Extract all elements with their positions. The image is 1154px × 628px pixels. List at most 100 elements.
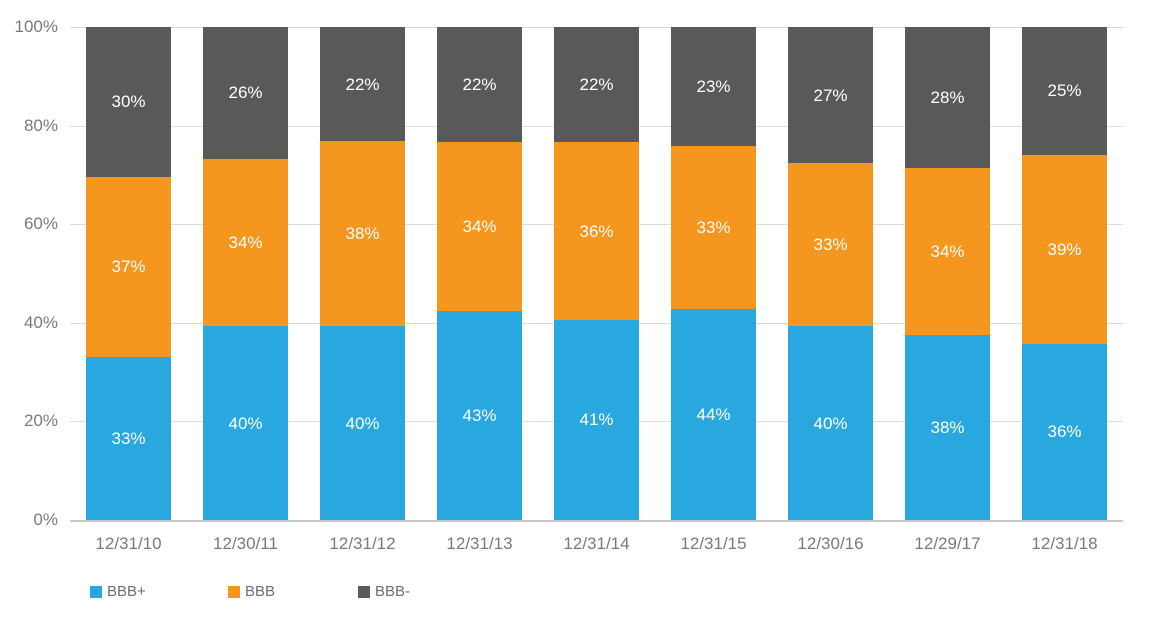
- data-label: 22%: [345, 74, 380, 94]
- data-label: 40%: [813, 413, 848, 433]
- legend-label: BBB+: [107, 583, 146, 600]
- data-label: 23%: [696, 76, 731, 96]
- plot-area: 30% 37% 33% 26% 34% 40% 22% 38% 40% 22% 34% 43% 22% 3…: [70, 27, 1123, 522]
- bar-stack: 22% 38% 40%: [320, 27, 405, 520]
- y-tick-label: 40%: [23, 312, 58, 332]
- legend-item-bbb: BBB: [228, 583, 275, 600]
- legend: BBB+ BBB BBB-: [0, 583, 1154, 603]
- x-tick-label: 12/31/14: [563, 534, 630, 553]
- x-axis: 12/31/10 12/30/11 12/31/12 12/31/13 12/31/14…: [70, 534, 1123, 554]
- data-label: 26%: [228, 83, 263, 103]
- data-label: 41%: [579, 410, 614, 430]
- legend-item-bbb-: BBB-: [358, 583, 410, 600]
- y-tick-label: 100%: [14, 17, 58, 36]
- bar-segment-bbb+: 36%: [1022, 343, 1107, 520]
- bar-segment-bbb: 38%: [320, 141, 405, 327]
- data-label: 38%: [345, 224, 380, 244]
- bar-segment-bbb+: 41%: [554, 319, 639, 520]
- data-label: 44%: [696, 404, 731, 424]
- bar-segment-bbb-: 27%: [788, 27, 873, 164]
- bar-segment-bbb-: 23%: [671, 27, 756, 146]
- bar-segment-bbb+: 38%: [905, 335, 990, 520]
- bar-segment-bbb: 33%: [671, 145, 756, 309]
- data-label: 27%: [813, 85, 848, 105]
- data-label: 33%: [813, 235, 848, 255]
- bar-stack: 25% 39% 36%: [1022, 27, 1107, 520]
- bar-segment-bbb-: 22%: [437, 27, 522, 143]
- y-tick-label: 0%: [33, 510, 58, 529]
- bar-cell-12/31/14: 22% 36% 41%: [538, 27, 655, 520]
- y-tick-label: 20%: [23, 411, 58, 431]
- bar-segment-bbb+: 44%: [671, 308, 756, 520]
- bar-segment-bbb-: 30%: [86, 27, 171, 177]
- bar-stack: 22% 36% 41%: [554, 27, 639, 520]
- bar-stack: 22% 34% 43%: [437, 27, 522, 520]
- x-tick-label: 12/29/17: [914, 534, 981, 553]
- x-tick-label: 12/31/13: [446, 534, 513, 553]
- y-tick-label: 60%: [23, 214, 58, 234]
- data-label: 34%: [228, 233, 263, 253]
- y-tick-label: 80%: [23, 115, 58, 135]
- data-label: 39%: [1047, 239, 1082, 259]
- data-label: 36%: [1047, 422, 1082, 442]
- data-label: 34%: [462, 217, 497, 237]
- bar-segment-bbb+: 40%: [788, 326, 873, 520]
- x-tick-label: 12/30/11: [213, 534, 278, 553]
- bar-segment-bbb-: 22%: [554, 27, 639, 143]
- legend-swatch-icon: [90, 585, 102, 598]
- data-label: 22%: [462, 75, 497, 95]
- data-label: 33%: [111, 429, 146, 449]
- bar-stack: 26% 34% 40%: [203, 27, 288, 520]
- bar-segment-bbb+: 33%: [86, 357, 171, 520]
- x-tick-label: 12/31/10: [95, 534, 162, 553]
- bar-cell-12/30/16: 27% 33% 40%: [772, 27, 889, 520]
- data-label: 33%: [696, 217, 731, 237]
- data-label: 34%: [930, 241, 965, 261]
- bar-cell-12/31/12: 22% 38% 40%: [304, 27, 421, 520]
- bar-segment-bbb+: 40%: [203, 326, 288, 520]
- bar-segment-bbb: 34%: [203, 158, 288, 327]
- x-tick-label: 12/31/15: [680, 534, 747, 553]
- data-label: 22%: [579, 75, 614, 95]
- bar-stack: 23% 33% 44%: [671, 27, 756, 520]
- bar-cell-12/29/17: 28% 34% 38%: [889, 27, 1006, 520]
- bar-cell-12/31/15: 23% 33% 44%: [655, 27, 772, 520]
- y-axis: 0% 20% 40% 60% 80% 100%: [0, 0, 58, 628]
- bar-cell-12/31/13: 22% 34% 43%: [421, 27, 538, 520]
- bar-segment-bbb: 36%: [554, 142, 639, 320]
- x-tick-label: 12/31/18: [1031, 534, 1098, 553]
- bar-stack: 30% 37% 33%: [86, 27, 171, 520]
- bar-segment-bbb-: 28%: [905, 27, 990, 168]
- bar-segment-bbb: 37%: [86, 176, 171, 358]
- legend-swatch-icon: [358, 585, 370, 598]
- bar-segment-bbb-: 25%: [1022, 27, 1107, 155]
- data-label: 36%: [579, 221, 614, 241]
- data-label: 37%: [111, 257, 146, 277]
- bar-segment-bbb: 34%: [437, 142, 522, 312]
- data-label: 43%: [462, 406, 497, 425]
- legend-item-bbb+: BBB+: [90, 583, 146, 600]
- bar-segment-bbb: 39%: [1022, 154, 1107, 344]
- bar-segment-bbb+: 43%: [437, 311, 522, 520]
- x-tick-label: 12/30/16: [797, 534, 864, 553]
- bar-segment-bbb+: 40%: [320, 326, 405, 520]
- bar-segment-bbb: 33%: [788, 163, 873, 327]
- bar-cell-12/30/11: 26% 34% 40%: [187, 27, 304, 520]
- bar-stack: 27% 33% 40%: [788, 27, 873, 520]
- bar-segment-bbb-: 26%: [203, 27, 288, 159]
- data-label: 25%: [1047, 81, 1082, 101]
- data-label: 28%: [930, 87, 965, 107]
- legend-label: BBB: [245, 583, 276, 600]
- bar-cell-12/31/18: 25% 39% 36%: [1006, 27, 1123, 520]
- bar-stack: 28% 34% 38%: [905, 27, 990, 520]
- bar-segment-bbb-: 22%: [320, 27, 405, 142]
- gridline-0: [70, 520, 1123, 522]
- bar-cell-12/31/10: 30% 37% 33%: [70, 27, 187, 520]
- legend-swatch-icon: [228, 585, 240, 598]
- data-label: 40%: [345, 413, 380, 433]
- x-tick-label: 12/31/12: [329, 534, 396, 553]
- bar-segment-bbb: 34%: [905, 167, 990, 336]
- data-label: 30%: [111, 92, 146, 112]
- legend-label: BBB-: [375, 583, 411, 600]
